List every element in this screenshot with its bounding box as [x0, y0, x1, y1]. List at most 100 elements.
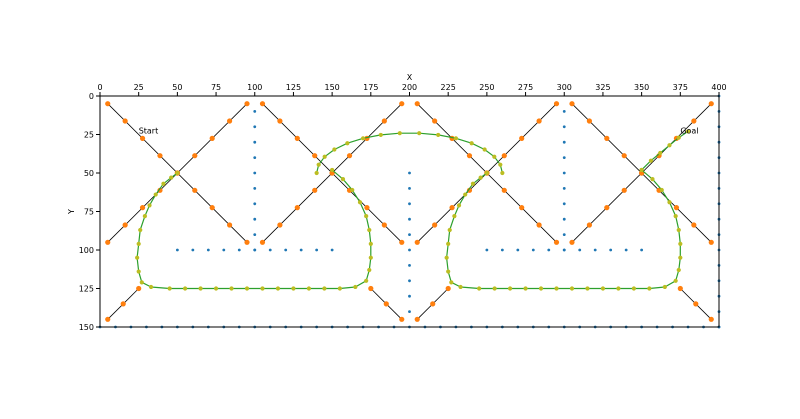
obstacle-point: [253, 187, 257, 190]
obstacle-point: [408, 217, 411, 221]
obstacle-point: [253, 202, 257, 206]
raw-path-point: [430, 301, 436, 307]
raw-path-point: [501, 153, 507, 159]
smoothed-path-point: [213, 286, 219, 291]
smoothed-path-point: [678, 255, 683, 260]
smoothed-path-point: [650, 177, 655, 182]
smoothed-path-point: [658, 150, 663, 156]
raw-path-point: [691, 222, 697, 228]
smoothed-path-point: [478, 175, 483, 180]
smoothed-path-point: [554, 286, 559, 291]
obstacle-point: [315, 248, 319, 252]
obstacle-point: [485, 248, 489, 252]
smoothed-path-point: [676, 135, 681, 140]
obstacle-point: [408, 171, 411, 175]
obstacle-point: [562, 248, 566, 252]
x-tick-label: 375: [673, 83, 688, 92]
x-axis-label: X: [407, 73, 413, 82]
raw-path-point: [209, 205, 215, 211]
smoothed-path-point: [198, 286, 203, 291]
raw-path-point: [432, 222, 438, 228]
raw-path-point: [346, 153, 353, 159]
smoothed-path-point: [470, 181, 476, 186]
raw-path-point: [277, 222, 283, 228]
obstacle-point: [253, 233, 257, 237]
obstacle-point: [408, 310, 411, 313]
raw-path-point: [383, 301, 389, 307]
smoothed-path-point: [260, 286, 265, 291]
smoothed-path-point: [631, 286, 636, 291]
smoothed-path-point: [639, 167, 644, 173]
x-tick-label: 25: [134, 83, 144, 92]
obstacle-point: [191, 248, 195, 252]
obstacle-points: [98, 94, 721, 329]
raw-path-point: [139, 205, 146, 211]
raw-path-point: [105, 101, 111, 107]
smoothed-path-point: [322, 154, 327, 159]
smoothed-arch: [316, 132, 503, 174]
smoothed-path-point: [662, 284, 667, 290]
obstacle-point: [408, 264, 411, 267]
raw-path-point: [192, 153, 198, 159]
obstacle-point: [562, 140, 566, 144]
smoothed-path-point: [136, 269, 141, 274]
raw-path-point: [621, 153, 627, 159]
smoothed-path-point: [364, 214, 369, 219]
obstacle-point: [408, 279, 411, 283]
obstacle-point: [609, 248, 613, 252]
smoothed-path-point: [648, 158, 654, 163]
x-tick-label: 300: [557, 83, 572, 92]
raw-path-point: [122, 118, 128, 124]
raw-path-point: [244, 239, 250, 245]
obstacle-point: [253, 248, 257, 252]
smoothed-path-point: [368, 241, 373, 246]
annotations: Start Goal: [139, 126, 699, 135]
smoothed-connector-goal: [641, 130, 689, 171]
raw-path-point: [519, 135, 525, 141]
obstacle-point: [237, 248, 241, 252]
smoothed-path-point: [340, 177, 346, 182]
smoothed-path-point: [378, 132, 383, 138]
x-tick-label: 225: [441, 83, 456, 92]
raw-path-point: [122, 222, 128, 228]
raw-path-point: [157, 187, 163, 193]
smoothed-path-point: [161, 181, 166, 186]
obstacle-point: [284, 248, 288, 252]
smoothed-path-point: [139, 280, 144, 285]
obstacle-point: [408, 233, 411, 237]
smoothed-path-point: [244, 286, 250, 291]
obstacle-point: [330, 248, 334, 252]
smoothed-path-point: [357, 200, 363, 205]
raw-path-point: [157, 153, 163, 159]
smoothed-path-point: [492, 154, 497, 159]
y-tick-label: 50: [84, 169, 94, 178]
smoothed-path-point: [345, 141, 350, 146]
raw-path-point: [259, 239, 266, 245]
raw-path-point: [586, 222, 592, 228]
smoothed-path-point: [667, 200, 672, 205]
smoothed-path-point: [316, 162, 321, 167]
raw-path-point: [553, 239, 560, 245]
y-tick-label: 150: [79, 323, 94, 332]
smoothed-path-point: [322, 286, 327, 291]
obstacle-point: [624, 248, 628, 252]
obstacle-point: [253, 110, 257, 113]
raw-path-point: [294, 205, 300, 211]
raw-path-point: [536, 222, 542, 228]
raw-path-point: [227, 222, 233, 228]
smoothed-path-point: [667, 143, 672, 148]
obstacle-point: [268, 248, 272, 252]
obstacle-point: [408, 294, 411, 298]
raw-path-point: [399, 316, 405, 322]
raw-path-point: [312, 187, 318, 193]
smoothed-path-point: [500, 170, 505, 176]
obstacle-point: [175, 248, 179, 252]
smoothed-path-point: [585, 286, 590, 291]
smoothed-path-point: [350, 187, 355, 193]
smoothed-path-point: [676, 227, 681, 233]
raw-path-point: [432, 118, 438, 124]
x-tick-label: 125: [286, 83, 301, 92]
raw-path-point: [414, 101, 420, 107]
x-tick-label: 350: [634, 83, 649, 92]
smoothed-path-point: [447, 227, 452, 233]
